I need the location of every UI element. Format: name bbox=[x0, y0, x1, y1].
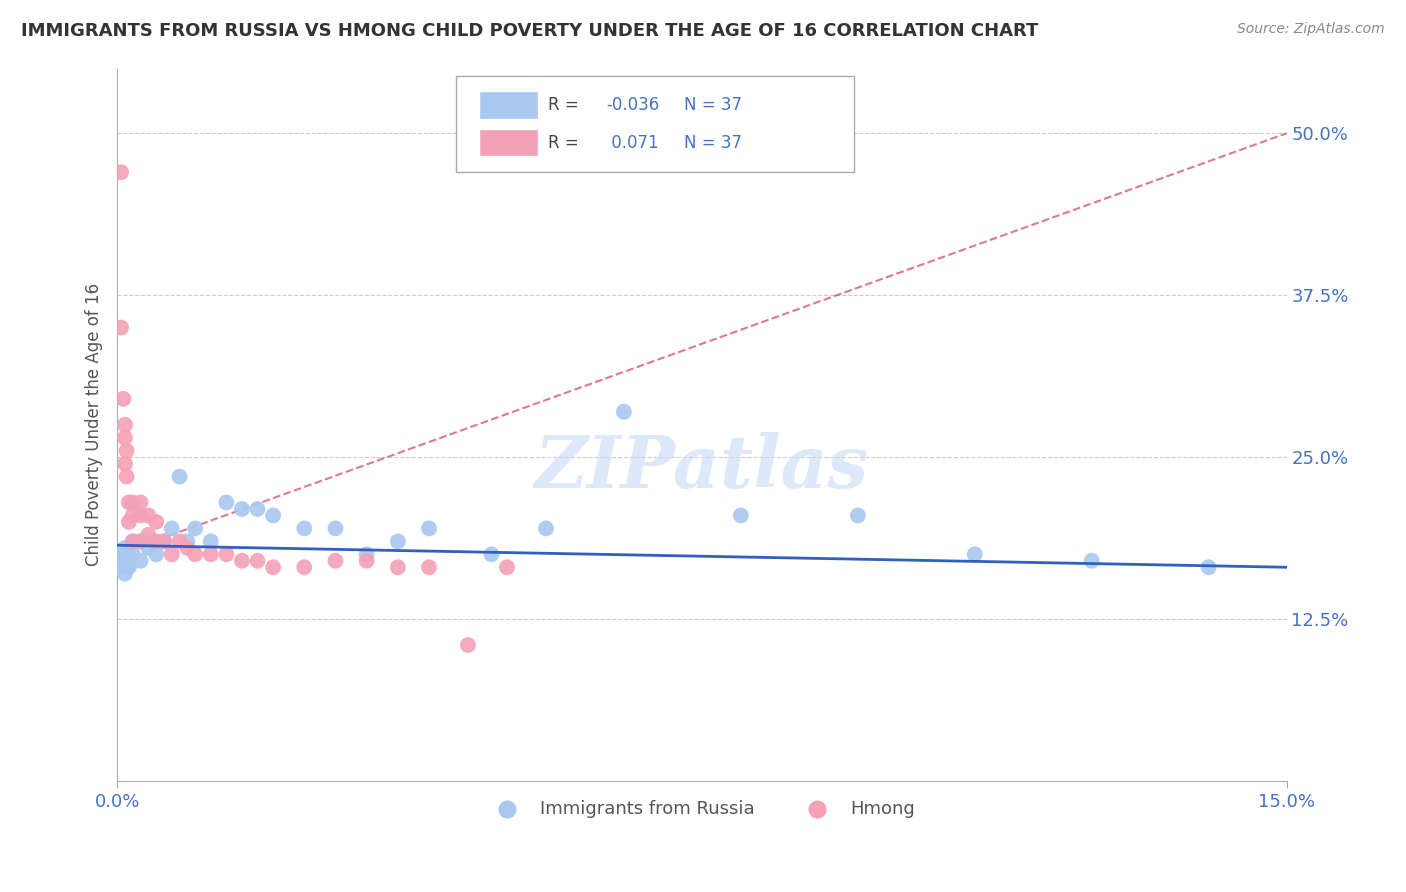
Text: N = 37: N = 37 bbox=[685, 134, 742, 152]
Point bbox=[534, 521, 557, 535]
Point bbox=[115, 469, 138, 483]
Point bbox=[112, 547, 135, 561]
Text: ZIPatlas: ZIPatlas bbox=[534, 432, 869, 503]
Point bbox=[963, 547, 986, 561]
Point bbox=[112, 392, 135, 406]
Text: R =: R = bbox=[547, 134, 583, 152]
Point bbox=[115, 443, 138, 458]
Point bbox=[184, 547, 207, 561]
Point bbox=[118, 495, 141, 509]
Point bbox=[118, 515, 141, 529]
Point bbox=[145, 547, 167, 561]
Point bbox=[325, 521, 347, 535]
FancyBboxPatch shape bbox=[457, 76, 853, 172]
Point bbox=[129, 508, 152, 523]
Point bbox=[292, 560, 315, 574]
Point bbox=[153, 534, 176, 549]
Text: R =: R = bbox=[547, 96, 583, 114]
Point bbox=[479, 547, 502, 561]
Text: -0.036: -0.036 bbox=[606, 96, 659, 114]
Point bbox=[231, 554, 253, 568]
Point bbox=[114, 417, 136, 432]
Point bbox=[496, 560, 519, 574]
Point bbox=[129, 554, 152, 568]
Point bbox=[138, 508, 160, 523]
Point bbox=[184, 521, 207, 535]
Point bbox=[153, 534, 176, 549]
Y-axis label: Child Poverty Under the Age of 16: Child Poverty Under the Age of 16 bbox=[86, 283, 103, 566]
Point bbox=[121, 534, 143, 549]
Point bbox=[115, 547, 138, 561]
Point bbox=[262, 508, 284, 523]
Point bbox=[246, 502, 269, 516]
Point bbox=[114, 431, 136, 445]
Text: N = 37: N = 37 bbox=[685, 96, 742, 114]
FancyBboxPatch shape bbox=[479, 92, 537, 118]
Point bbox=[418, 560, 440, 574]
Point bbox=[112, 560, 135, 574]
Point bbox=[121, 495, 143, 509]
Point bbox=[129, 534, 152, 549]
Point bbox=[160, 547, 183, 561]
Text: Source: ZipAtlas.com: Source: ZipAtlas.com bbox=[1237, 22, 1385, 37]
Point bbox=[169, 469, 191, 483]
Point bbox=[387, 534, 409, 549]
Point bbox=[121, 534, 143, 549]
Point bbox=[110, 165, 132, 179]
Point bbox=[325, 554, 347, 568]
Point bbox=[200, 547, 222, 561]
Point bbox=[613, 405, 636, 419]
Point bbox=[114, 457, 136, 471]
Point bbox=[114, 541, 136, 555]
Point bbox=[246, 554, 269, 568]
Point bbox=[356, 554, 378, 568]
Point bbox=[292, 521, 315, 535]
Text: 0.071: 0.071 bbox=[606, 134, 658, 152]
Point bbox=[457, 638, 479, 652]
Point bbox=[176, 541, 198, 555]
Point bbox=[387, 560, 409, 574]
Point bbox=[121, 547, 143, 561]
Point bbox=[231, 502, 253, 516]
Point bbox=[215, 547, 238, 561]
Point bbox=[215, 495, 238, 509]
Point bbox=[110, 320, 132, 334]
Point bbox=[114, 554, 136, 568]
Point bbox=[145, 515, 167, 529]
Point bbox=[176, 534, 198, 549]
Point bbox=[262, 560, 284, 574]
Point bbox=[138, 541, 160, 555]
Point bbox=[200, 534, 222, 549]
Point bbox=[145, 534, 167, 549]
Text: IMMIGRANTS FROM RUSSIA VS HMONG CHILD POVERTY UNDER THE AGE OF 16 CORRELATION CH: IMMIGRANTS FROM RUSSIA VS HMONG CHILD PO… bbox=[21, 22, 1039, 40]
FancyBboxPatch shape bbox=[479, 129, 537, 155]
Point bbox=[1080, 554, 1102, 568]
Point bbox=[129, 495, 152, 509]
Point bbox=[138, 528, 160, 542]
Point bbox=[846, 508, 869, 523]
Point bbox=[169, 534, 191, 549]
Point bbox=[118, 560, 141, 574]
Point bbox=[160, 521, 183, 535]
Legend: Immigrants from Russia, Hmong: Immigrants from Russia, Hmong bbox=[482, 793, 922, 825]
Point bbox=[730, 508, 752, 523]
Point bbox=[356, 547, 378, 561]
Point bbox=[115, 560, 138, 574]
Point bbox=[1198, 560, 1220, 574]
Point bbox=[418, 521, 440, 535]
Point bbox=[121, 508, 143, 523]
Point bbox=[129, 534, 152, 549]
Point bbox=[114, 566, 136, 581]
